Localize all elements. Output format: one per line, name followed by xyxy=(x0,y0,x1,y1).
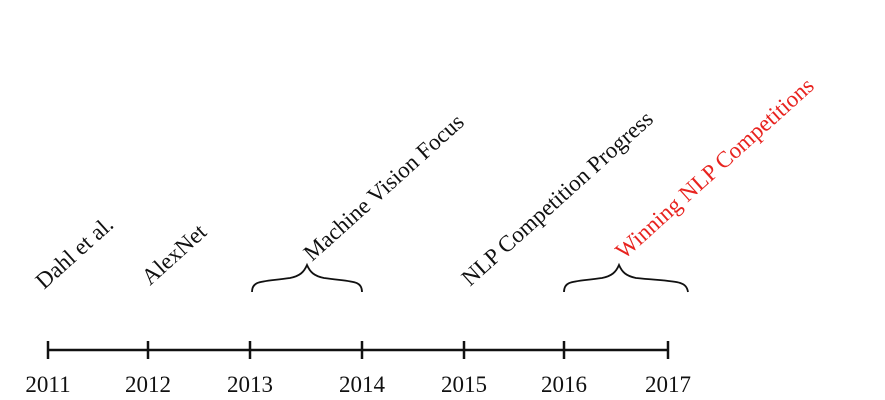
event-label: Winning NLP Competitions xyxy=(611,73,819,264)
year-label: 2015 xyxy=(441,372,487,397)
year-label: 2014 xyxy=(339,372,386,397)
event-label: AlexNet xyxy=(137,219,212,290)
event-label: Machine Vision Focus xyxy=(299,109,469,266)
year-label: 2012 xyxy=(125,372,171,397)
year-label: 2011 xyxy=(25,372,70,397)
brace xyxy=(563,262,689,293)
event-label: Dahl et al. xyxy=(31,211,118,293)
year-label: 2013 xyxy=(227,372,273,397)
year-label: 2017 xyxy=(645,372,691,397)
year-label: 2016 xyxy=(541,372,587,397)
brace xyxy=(251,262,363,293)
